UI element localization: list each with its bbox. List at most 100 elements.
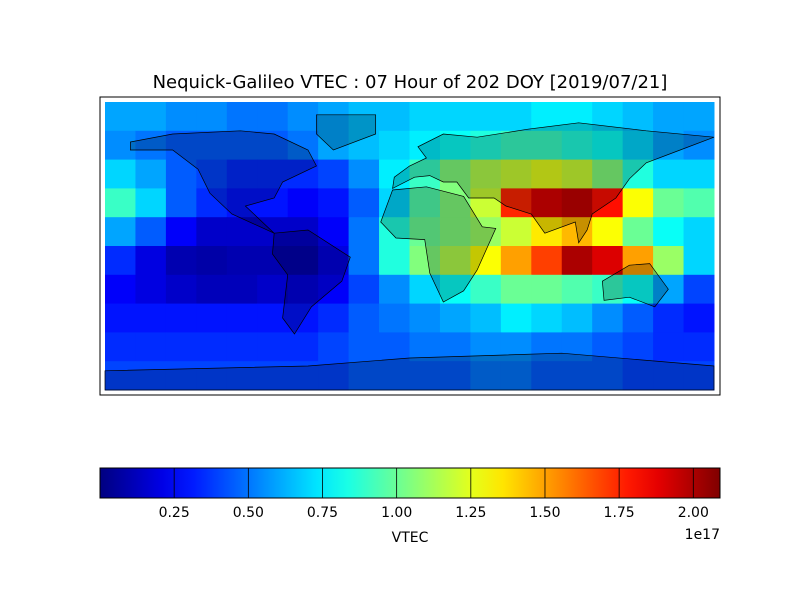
heat-cell	[439, 246, 471, 276]
heat-cell	[348, 332, 380, 362]
heat-cell	[409, 303, 441, 333]
heat-cell	[226, 159, 258, 189]
heat-cell	[226, 274, 258, 305]
heat-cell	[531, 274, 563, 305]
heat-cell	[105, 102, 136, 132]
heat-cell	[196, 130, 228, 161]
heat-cell	[196, 102, 228, 132]
heat-cell	[592, 159, 624, 189]
heat-cell	[165, 217, 197, 247]
heat-cell	[653, 361, 685, 391]
heat-cell	[409, 246, 441, 276]
heat-cell	[561, 303, 593, 333]
heat-cell	[196, 303, 228, 333]
heat-cell	[379, 361, 410, 391]
heat-cell	[561, 188, 593, 218]
heat-cell	[409, 102, 441, 132]
heat-cell	[105, 130, 136, 161]
heat-cell	[105, 303, 136, 333]
heat-cell	[318, 159, 350, 189]
heat-cell	[165, 102, 197, 132]
heat-cell	[165, 332, 197, 362]
colorbar-tick-label: 0.75	[307, 505, 338, 521]
heat-cell	[348, 159, 380, 189]
heat-cell	[196, 361, 228, 391]
heat-cell	[622, 274, 654, 305]
heat-cell	[226, 130, 258, 161]
heat-cell	[257, 332, 289, 362]
heat-cell	[135, 130, 167, 161]
heat-cell	[196, 188, 228, 218]
colorbar-label: VTEC	[392, 530, 429, 546]
heat-cell	[196, 159, 228, 189]
colorbar-offset: 1e17	[685, 527, 720, 543]
heat-cell	[165, 274, 197, 305]
heat-cell	[287, 217, 319, 247]
heat-cell	[470, 217, 502, 247]
heat-cell	[348, 246, 380, 276]
heat-cell	[318, 188, 350, 218]
land	[392, 122, 715, 244]
heat-cell	[196, 332, 228, 362]
heat-cell	[105, 188, 136, 218]
colorbar-tick-label: 2.00	[678, 505, 709, 521]
heat-cell	[683, 246, 715, 276]
heat-cell	[379, 246, 410, 276]
heat-cell	[135, 246, 167, 276]
heat-cell	[379, 130, 410, 161]
heat-cell	[500, 361, 532, 391]
map-frame	[99, 96, 721, 396]
heat-cell	[622, 130, 654, 161]
heat-cell	[165, 303, 197, 333]
heat-cell	[439, 102, 471, 132]
heat-cell	[683, 188, 715, 218]
heat-cell	[653, 188, 685, 218]
heat-cell	[135, 274, 167, 305]
colorbar-tick-label: 1.25	[455, 505, 486, 521]
heat-cell	[135, 217, 167, 247]
heat-cell	[500, 130, 532, 161]
heat-cell	[622, 102, 654, 132]
heat-cell	[105, 217, 136, 247]
heat-cell	[653, 246, 685, 276]
heat-cell	[653, 217, 685, 247]
heat-cell	[379, 159, 410, 189]
heat-cell	[379, 332, 410, 362]
land	[316, 114, 377, 151]
heat-cell	[470, 274, 502, 305]
heat-cell	[531, 332, 563, 362]
heat-cell	[622, 217, 654, 247]
heat-cell	[531, 102, 563, 132]
chart-title: Nequick-Galileo VTEC : 07 Hour of 202 DO…	[153, 72, 668, 93]
heat-cell	[653, 102, 685, 132]
heat-cell	[196, 217, 228, 247]
heat-cell	[592, 188, 624, 218]
heat-cell	[318, 303, 350, 333]
heat-cell	[683, 102, 715, 132]
heat-cell	[226, 102, 258, 132]
heat-cell	[470, 159, 502, 189]
heat-cell	[379, 217, 410, 247]
heat-cell	[135, 188, 167, 218]
heat-cell	[683, 303, 715, 333]
heat-cell	[348, 102, 380, 132]
heat-cell	[500, 332, 532, 362]
heat-cell	[531, 303, 563, 333]
heat-cell	[348, 303, 380, 333]
heat-cell	[196, 246, 228, 276]
heat-cell	[439, 130, 471, 161]
heat-cell	[318, 246, 350, 276]
heat-cell	[348, 361, 380, 391]
heat-cell	[287, 246, 319, 276]
heat-cell	[287, 188, 319, 218]
heat-cell	[409, 188, 441, 218]
heat-cell	[257, 361, 289, 391]
heat-cell	[500, 246, 532, 276]
heat-cell	[409, 361, 441, 391]
heat-cell	[257, 159, 289, 189]
heatmap	[105, 102, 715, 391]
heat-cell	[500, 159, 532, 189]
heat-cell	[561, 159, 593, 189]
heat-cell	[622, 361, 654, 391]
